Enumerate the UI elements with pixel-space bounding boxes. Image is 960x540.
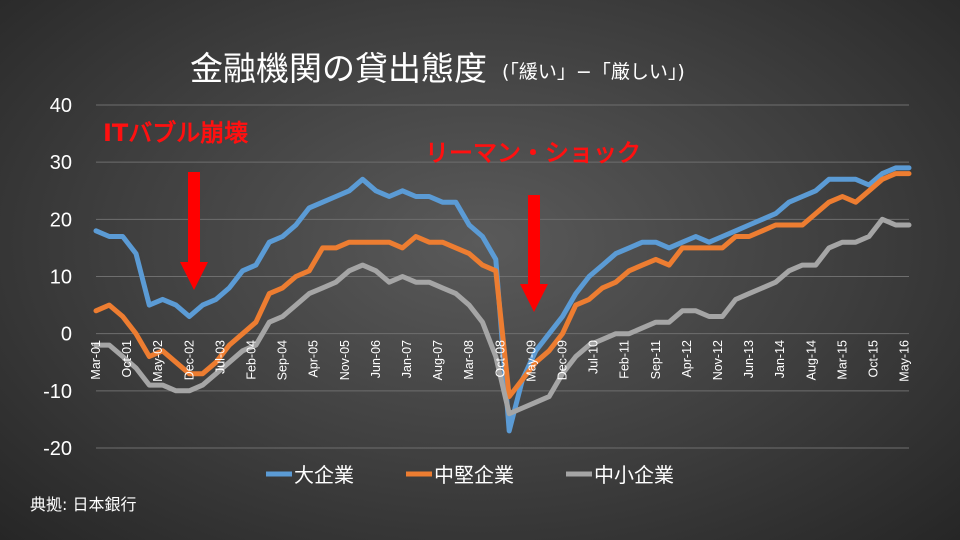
x-tick-label: Apr-12 xyxy=(680,340,694,378)
y-tick-label: -10 xyxy=(43,381,72,403)
series-lines xyxy=(93,165,912,434)
x-tick-label: Oct-01 xyxy=(120,340,134,378)
x-tick-label: Nov-12 xyxy=(711,340,725,380)
x-tick-label: Aug-07 xyxy=(431,340,445,380)
x-tick-label: Jun-06 xyxy=(369,340,383,378)
x-tick-label: May-09 xyxy=(524,340,538,382)
y-tick-label: 10 xyxy=(50,267,72,289)
y-tick-label: -20 xyxy=(43,438,72,460)
y-tick-label: 40 xyxy=(50,95,72,117)
x-tick-label: Sep-04 xyxy=(276,340,290,380)
x-tick-label: Nov-05 xyxy=(338,340,352,380)
x-tick-label: Jul-03 xyxy=(213,340,227,374)
annotation-arrow-2 xyxy=(520,195,548,312)
x-tick-label: Oct-08 xyxy=(493,340,507,378)
y-tick-label: 30 xyxy=(50,152,72,174)
x-tick-label: May-16 xyxy=(898,340,912,382)
x-tick-label: Mar-01 xyxy=(89,340,103,380)
x-tick-label: Aug-14 xyxy=(804,340,818,380)
x-tick-label: May-02 xyxy=(151,340,165,382)
annotation-arrow-1 xyxy=(180,172,208,290)
chart-subtitle: (「緩い」−「厳しい」) xyxy=(502,61,685,83)
legend-label: 大企業 xyxy=(294,463,354,487)
chart-title: 金融機関の貸出態度 xyxy=(190,49,487,88)
annotation-label: ITバブル崩壊 xyxy=(103,119,248,147)
y-tick-label: 20 xyxy=(50,209,72,231)
x-tick-label: Dec-02 xyxy=(182,340,196,380)
legend-label: 中小企業 xyxy=(594,463,674,487)
y-tick-label: 0 xyxy=(61,324,72,346)
y-axis-ticks: -20 -10 0 10 20 30 40 xyxy=(43,95,72,460)
x-tick-label: Mar-08 xyxy=(462,340,476,380)
series-line-3 xyxy=(93,216,912,417)
x-axis-ticks: Mar-01 Oct-01 May-02 Dec-02 Jul-03 Feb-04 Sep-… xyxy=(89,340,912,382)
series-line-2 xyxy=(93,171,912,400)
x-tick-label: Mar-15 xyxy=(835,340,849,380)
legend-label: 中堅企業 xyxy=(434,463,514,487)
x-tick-label: Jan-14 xyxy=(773,340,787,378)
x-tick-label: Dec-09 xyxy=(555,340,569,380)
legend: 大企業 中堅企業 中小企業 xyxy=(266,463,674,487)
x-tick-label: Feb-04 xyxy=(244,340,258,380)
x-tick-label: Jan-07 xyxy=(400,340,414,378)
x-tick-label: Apr-05 xyxy=(307,340,321,378)
annotation-label: リーマン・ショック xyxy=(425,139,641,167)
x-tick-label: Feb-11 xyxy=(618,340,632,379)
x-tick-label: Sep-11 xyxy=(649,340,663,379)
x-tick-label: Jun-13 xyxy=(742,340,756,378)
x-tick-label: Jul-10 xyxy=(587,340,601,374)
source-note: 典拠: 日本銀行 xyxy=(30,495,136,514)
x-tick-label: Oct-15 xyxy=(866,340,880,378)
